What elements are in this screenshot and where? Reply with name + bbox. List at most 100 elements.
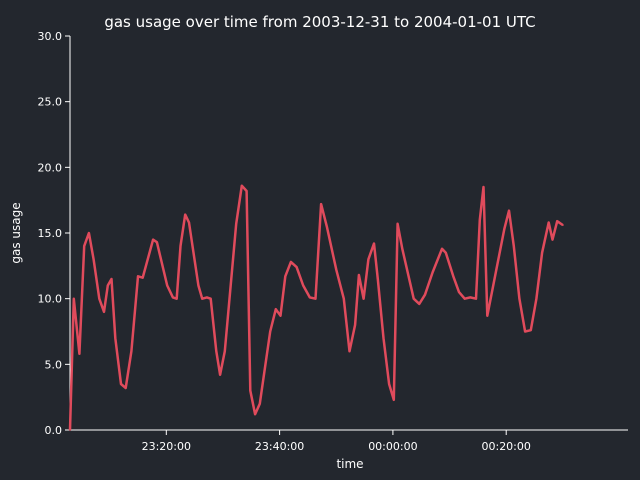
data-point	[362, 297, 365, 300]
data-point	[551, 238, 554, 241]
data-point	[284, 275, 287, 278]
y-tick-label: 15.0	[38, 227, 63, 240]
data-point	[78, 353, 81, 355]
data-point	[152, 238, 154, 241]
data-point	[562, 224, 564, 226]
data-point	[309, 296, 311, 299]
y-axis-label: gas usage	[9, 202, 23, 263]
data-point	[290, 261, 292, 263]
series-line-0	[68, 184, 564, 431]
data-point	[373, 242, 375, 245]
data-point	[508, 209, 510, 212]
data-point	[486, 314, 489, 317]
data-point	[83, 245, 85, 247]
data-point	[88, 232, 90, 234]
data-point	[98, 297, 101, 300]
data-point	[314, 297, 317, 300]
data-point	[263, 370, 266, 372]
x-tick-label: 23:40:00	[255, 440, 304, 453]
data-point	[518, 297, 521, 300]
data-point	[92, 258, 95, 261]
data-point	[396, 223, 399, 225]
x-tick-label: 00:00:00	[368, 440, 417, 453]
data-point	[388, 383, 390, 385]
data-point	[179, 245, 182, 247]
data-point	[219, 374, 221, 376]
data-point	[279, 314, 282, 317]
y-tick-label: 5.0	[45, 358, 63, 371]
data-point	[184, 213, 186, 216]
data-point	[393, 399, 395, 401]
data-point	[302, 284, 305, 287]
data-point	[348, 350, 351, 353]
data-point	[254, 413, 256, 416]
data-point	[107, 284, 109, 287]
data-point	[124, 387, 127, 389]
data-point	[424, 293, 426, 296]
y-tick-label: 30.0	[38, 30, 63, 43]
data-point	[197, 284, 200, 287]
data-point	[249, 389, 252, 392]
y-tick-label: 25.0	[38, 96, 63, 109]
data-point	[535, 297, 538, 300]
y-tick-label: 20.0	[38, 161, 63, 174]
data-point	[530, 329, 532, 332]
data-point	[382, 337, 385, 339]
x-axis-ticks: 23:20:00 23:40:00 00:00:00 00:20:00	[142, 430, 531, 453]
data-point	[206, 296, 208, 299]
data-point	[209, 297, 212, 300]
data-point	[172, 296, 174, 299]
data-point	[475, 297, 477, 300]
data-point	[141, 276, 144, 279]
data-point	[201, 297, 203, 300]
data-point	[524, 330, 526, 333]
data-point	[358, 274, 360, 276]
data-point	[547, 221, 550, 224]
data-point	[469, 296, 472, 299]
y-tick-label: 10.0	[38, 293, 63, 306]
data-point	[343, 297, 345, 300]
x-tick-label: 00:20:00	[481, 440, 530, 453]
data-point	[503, 228, 506, 230]
data-point	[556, 220, 558, 222]
data-point	[458, 291, 460, 293]
data-point	[463, 297, 466, 300]
data-point	[541, 251, 543, 254]
chart-title: gas usage over time from 2003-12-31 to 2…	[104, 13, 535, 31]
data-point	[166, 284, 168, 287]
data-point	[412, 297, 415, 300]
data-point	[73, 297, 75, 300]
data-point	[130, 350, 133, 353]
data-point	[241, 184, 243, 187]
data-point	[326, 225, 328, 228]
data-point	[418, 303, 421, 305]
data-point	[335, 269, 338, 271]
y-tick-label: 0.0	[45, 424, 63, 437]
x-axis-label: time	[336, 457, 363, 471]
data-point	[482, 186, 485, 188]
data-point	[295, 266, 298, 268]
data-point	[235, 223, 237, 225]
data-point	[320, 203, 322, 205]
data-point	[377, 278, 379, 280]
data-point	[269, 330, 272, 333]
data-point	[114, 337, 117, 339]
data-point	[441, 248, 443, 250]
data-point	[224, 350, 226, 353]
data-point	[175, 297, 178, 300]
series-layer	[68, 184, 564, 431]
data-point	[245, 190, 248, 192]
data-point	[479, 219, 481, 221]
data-point	[120, 383, 122, 385]
data-point	[156, 241, 158, 243]
data-point	[215, 350, 218, 353]
data-point	[367, 258, 370, 261]
data-point	[188, 221, 190, 224]
data-point	[431, 271, 434, 274]
data-point	[495, 271, 497, 274]
data-point	[259, 402, 261, 405]
data-point	[69, 429, 71, 431]
data-point	[110, 278, 113, 280]
data-point	[401, 248, 404, 250]
